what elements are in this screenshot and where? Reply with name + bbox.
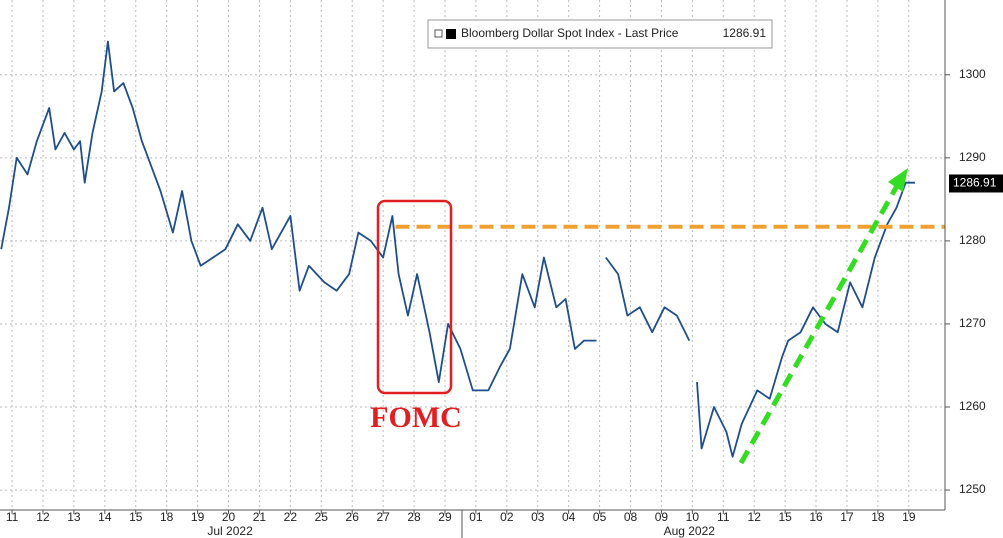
y-tick-label: 1270 — [959, 316, 986, 330]
x-tick-label: 15 — [129, 510, 143, 524]
x-tick-label: 26 — [346, 510, 360, 524]
month-label: Jul 2022 — [207, 524, 253, 538]
x-tick-label: 09 — [655, 510, 669, 524]
x-tick-label: 21 — [253, 510, 267, 524]
x-tick-label: 16 — [809, 510, 823, 524]
y-tick-label: 1250 — [959, 482, 986, 496]
fomc-label: FOMC — [370, 401, 462, 434]
legend-box — [427, 19, 773, 49]
x-tick-label: 12 — [36, 510, 50, 524]
x-tick-label: 01 — [469, 510, 483, 524]
x-tick-label: 03 — [531, 510, 545, 524]
price-line — [0, 40, 915, 458]
x-tick-label: 18 — [160, 510, 174, 524]
x-tick-label: 28 — [407, 510, 421, 524]
legend-swatch — [446, 29, 456, 39]
trend-arrow — [738, 182, 901, 465]
last-price-box — [949, 174, 1003, 193]
fomc-box — [376, 199, 453, 395]
x-tick-label: 29 — [438, 510, 452, 524]
x-tick-label: 19 — [191, 510, 205, 524]
x-tick-label: 11 — [6, 510, 19, 524]
y-tick-label: 1290 — [959, 150, 986, 164]
x-tick-label: 22 — [284, 510, 298, 524]
x-tick-label: 15 — [778, 510, 792, 524]
x-tick-label: 02 — [500, 510, 514, 524]
legend: Bloomberg Dollar Spot Index - Last Price… — [427, 19, 773, 49]
legend-label: Bloomberg Dollar Spot Index - Last Price — [461, 26, 679, 40]
x-tick-label: 27 — [376, 510, 390, 524]
plot — [0, 40, 945, 458]
legend-icon — [434, 29, 443, 38]
x-tick-label: 19 — [902, 510, 916, 524]
y-tick-label: 1300 — [959, 67, 986, 81]
month-label: Aug 2022 — [664, 524, 716, 538]
trend-arrowhead — [888, 168, 908, 192]
last-price-label: 1286.91 — [953, 176, 997, 190]
x-tick-label: 11 — [717, 510, 730, 524]
y-tick-label: 1260 — [959, 399, 986, 413]
x-tick-label: 14 — [98, 510, 112, 524]
x-tick-label: 25 — [315, 510, 329, 524]
x-tick-label: 04 — [562, 510, 576, 524]
x-tick-label: 13 — [67, 510, 81, 524]
x-tick-label: 10 — [686, 510, 700, 524]
y-tick-label: 1280 — [959, 233, 986, 247]
x-tick-label: 05 — [593, 510, 607, 524]
grid — [0, 0, 945, 510]
x-tick-label: 20 — [222, 510, 236, 524]
legend-price: 1286.91 — [723, 26, 767, 40]
x-tick-label: 18 — [871, 510, 885, 524]
x-tick-label: 08 — [624, 510, 638, 524]
x-tick-label: 12 — [748, 510, 762, 524]
x-tick-label: 17 — [840, 510, 854, 524]
